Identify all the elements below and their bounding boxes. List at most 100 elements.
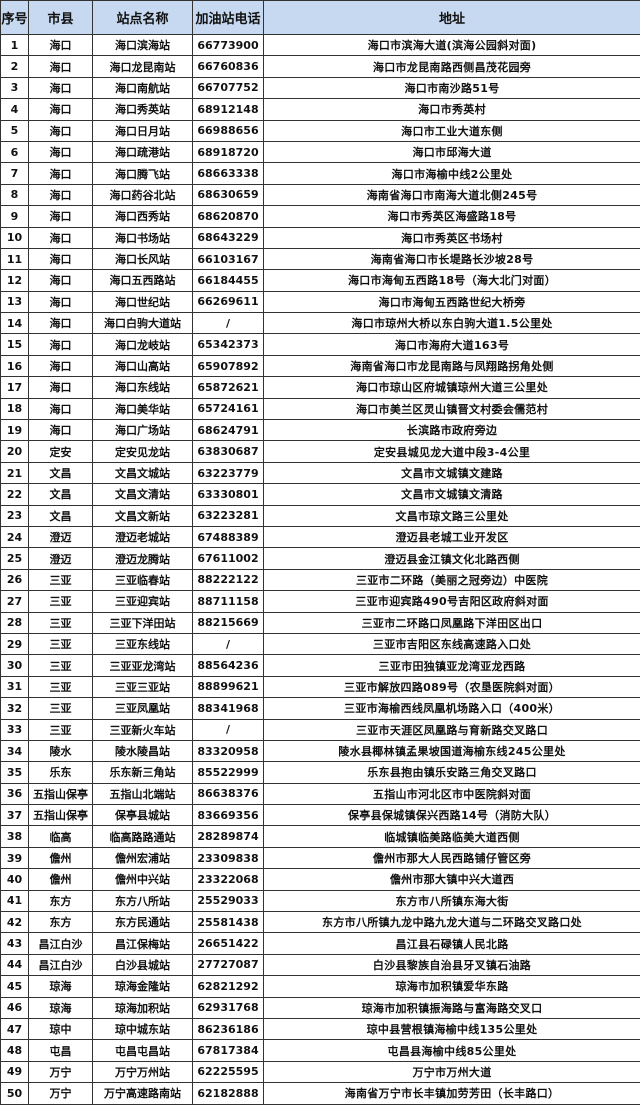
cell-address: 万宁市万州大道 <box>264 1061 640 1082</box>
cell-station-name: 琼海加积站 <box>93 997 193 1018</box>
cell-address: 海口市海甸五西路世纪大桥旁 <box>264 291 640 312</box>
cell-address: 澄迈县老城工业开发区 <box>264 526 640 547</box>
cell-station-name: 海口腾飞站 <box>93 163 193 184</box>
cell-address: 海口市秀英村 <box>264 99 640 120</box>
cell-index: 11 <box>1 248 29 269</box>
cell-address: 海口市工业大道东侧 <box>264 120 640 141</box>
cell-phone: 88222122 <box>193 569 264 590</box>
cell-station-name: 万宁高速路南站 <box>93 1083 193 1104</box>
cell-station-name: 海口东线站 <box>93 377 193 398</box>
cell-county: 东方 <box>29 912 93 933</box>
cell-index: 25 <box>1 548 29 569</box>
cell-county: 海口 <box>29 56 93 77</box>
cell-address: 陵水县椰林镇孟果坡国道海榆东线245公里处 <box>264 740 640 761</box>
cell-index: 27 <box>1 591 29 612</box>
header-station-name: 站点名称 <box>93 1 193 35</box>
cell-index: 7 <box>1 163 29 184</box>
cell-phone: 88711158 <box>193 591 264 612</box>
cell-index: 15 <box>1 334 29 355</box>
cell-index: 19 <box>1 420 29 441</box>
cell-county: 东方 <box>29 890 93 911</box>
cell-phone: 62182888 <box>193 1083 264 1104</box>
cell-county: 海口 <box>29 248 93 269</box>
cell-station-name: 东方民通站 <box>93 912 193 933</box>
cell-station-name: 海口长风站 <box>93 248 193 269</box>
cell-address: 琼海市加积镇振海路与富海路交叉口 <box>264 997 640 1018</box>
cell-county: 海口 <box>29 334 93 355</box>
cell-phone: 83669356 <box>193 805 264 826</box>
cell-phone: 68624791 <box>193 420 264 441</box>
cell-phone: 25581438 <box>193 912 264 933</box>
cell-address: 海口市琼州大桥以东白驹大道1.5公里处 <box>264 313 640 334</box>
cell-station-name: 儋州宏浦站 <box>93 847 193 868</box>
cell-phone: 63830687 <box>193 441 264 462</box>
cell-station-name: 屯昌屯昌站 <box>93 1040 193 1061</box>
cell-county: 海口 <box>29 77 93 98</box>
cell-station-name: 文昌文城站 <box>93 462 193 483</box>
cell-index: 1 <box>1 35 29 56</box>
cell-county: 定安 <box>29 441 93 462</box>
cell-address: 三亚市海榆西线凤凰机场路入口（400米） <box>264 698 640 719</box>
cell-county: 三亚 <box>29 633 93 654</box>
cell-station-name: 三亚凤凰站 <box>93 698 193 719</box>
cell-phone: / <box>193 313 264 334</box>
cell-station-name: 海口龙昆南站 <box>93 56 193 77</box>
cell-station-name: 琼海金隆站 <box>93 976 193 997</box>
cell-phone: 63330801 <box>193 484 264 505</box>
cell-phone: 67817384 <box>193 1040 264 1061</box>
cell-station-name: 三亚亚龙湾站 <box>93 655 193 676</box>
cell-station-name: 海口滨海站 <box>93 35 193 56</box>
cell-index: 42 <box>1 912 29 933</box>
cell-station-name: 澄迈老城站 <box>93 526 193 547</box>
cell-station-name: 海口疏港站 <box>93 141 193 162</box>
cell-address: 白沙县黎族自治县牙叉镇石油路 <box>264 954 640 975</box>
cell-station-name: 五指山北端站 <box>93 783 193 804</box>
cell-phone: 23309838 <box>193 847 264 868</box>
cell-index: 35 <box>1 762 29 783</box>
cell-station-name: 昌江保梅站 <box>93 933 193 954</box>
cell-station-name: 三亚下洋田站 <box>93 612 193 633</box>
cell-index: 16 <box>1 355 29 376</box>
cell-phone: 66269611 <box>193 291 264 312</box>
cell-phone: 88215669 <box>193 612 264 633</box>
cell-phone: 66103167 <box>193 248 264 269</box>
cell-county: 海口 <box>29 99 93 120</box>
cell-county: 海口 <box>29 377 93 398</box>
cell-index: 38 <box>1 826 29 847</box>
cell-phone: 62225595 <box>193 1061 264 1082</box>
cell-address: 海南省海口市长堤路长沙坡28号 <box>264 248 640 269</box>
cell-address: 海南省万宁市长丰镇加劳芳田（长丰路口） <box>264 1083 640 1104</box>
header-county: 市县 <box>29 1 93 35</box>
cell-index: 34 <box>1 740 29 761</box>
cell-county: 陵水 <box>29 740 93 761</box>
cell-phone: 68643229 <box>193 227 264 248</box>
cell-index: 50 <box>1 1083 29 1104</box>
cell-county: 五指山保亭 <box>29 805 93 826</box>
cell-index: 12 <box>1 270 29 291</box>
cell-index: 20 <box>1 441 29 462</box>
cell-station-name: 海口书场站 <box>93 227 193 248</box>
cell-index: 26 <box>1 569 29 590</box>
cell-station-name: 陵水陵昌站 <box>93 740 193 761</box>
cell-county: 海口 <box>29 420 93 441</box>
cell-index: 47 <box>1 1018 29 1039</box>
cell-station-name: 三亚临春站 <box>93 569 193 590</box>
header-row: 序号 市县 站点名称 加油站电话 地址 <box>1 1 640 35</box>
cell-address: 乐东县抱由镇乐安路三角交叉路口 <box>264 762 640 783</box>
cell-county: 琼海 <box>29 997 93 1018</box>
cell-station-name: 海口美华站 <box>93 398 193 419</box>
cell-address: 文昌市文城镇文建路 <box>264 462 640 483</box>
